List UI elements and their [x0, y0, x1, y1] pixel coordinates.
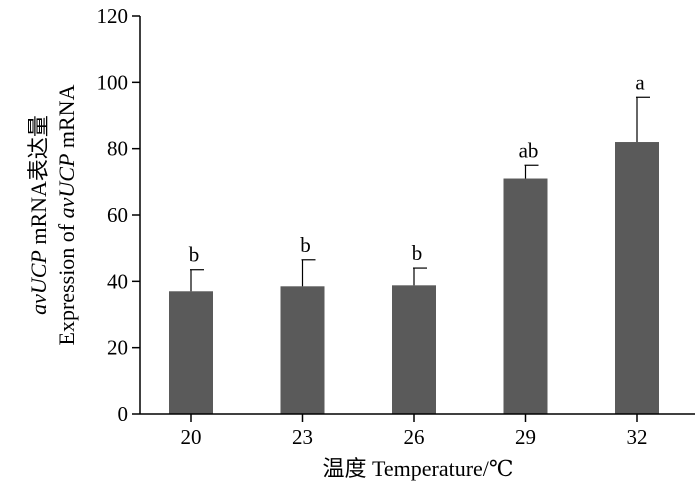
- significance-label-23: b: [300, 233, 311, 257]
- y-tick-label: 80: [107, 137, 128, 161]
- x-tick-label: 26: [404, 425, 425, 449]
- significance-label-20: b: [189, 243, 200, 267]
- significance-labels: b b b ab a: [189, 70, 646, 266]
- y-tick-label: 60: [107, 203, 128, 227]
- y-tick-label: 40: [107, 269, 128, 293]
- y-tick-label: 0: [118, 402, 129, 426]
- y-axis-label-line1: avUCP mRNA表达量: [26, 115, 51, 315]
- significance-label-26: b: [412, 241, 423, 265]
- x-tick-label: 32: [627, 425, 648, 449]
- error-bars: [190, 96, 650, 292]
- x-tick-label: 23: [292, 425, 313, 449]
- significance-label-29: ab: [519, 138, 539, 162]
- bar-23: [280, 286, 325, 414]
- x-axis-label: 温度 Temperature/℃: [322, 456, 513, 481]
- x-axis-ticks: 20 23 26 29 32: [181, 414, 648, 449]
- bar-32: [615, 142, 659, 415]
- bars: [169, 142, 659, 415]
- bar-20: [169, 291, 213, 414]
- y-tick-label: 100: [97, 70, 129, 94]
- x-tick-label: 29: [515, 425, 536, 449]
- significance-label-32: a: [635, 70, 645, 94]
- bar-29: [503, 178, 548, 414]
- y-tick-label: 20: [107, 336, 128, 360]
- y-axis-label-line2: Expression of avUCP mRNA: [54, 84, 79, 345]
- y-tick-label: 120: [97, 4, 129, 28]
- x-tick-label: 20: [181, 425, 202, 449]
- bar-26: [392, 285, 436, 414]
- y-axis-ticks: 0 20 40 60 80 100 120: [97, 4, 140, 426]
